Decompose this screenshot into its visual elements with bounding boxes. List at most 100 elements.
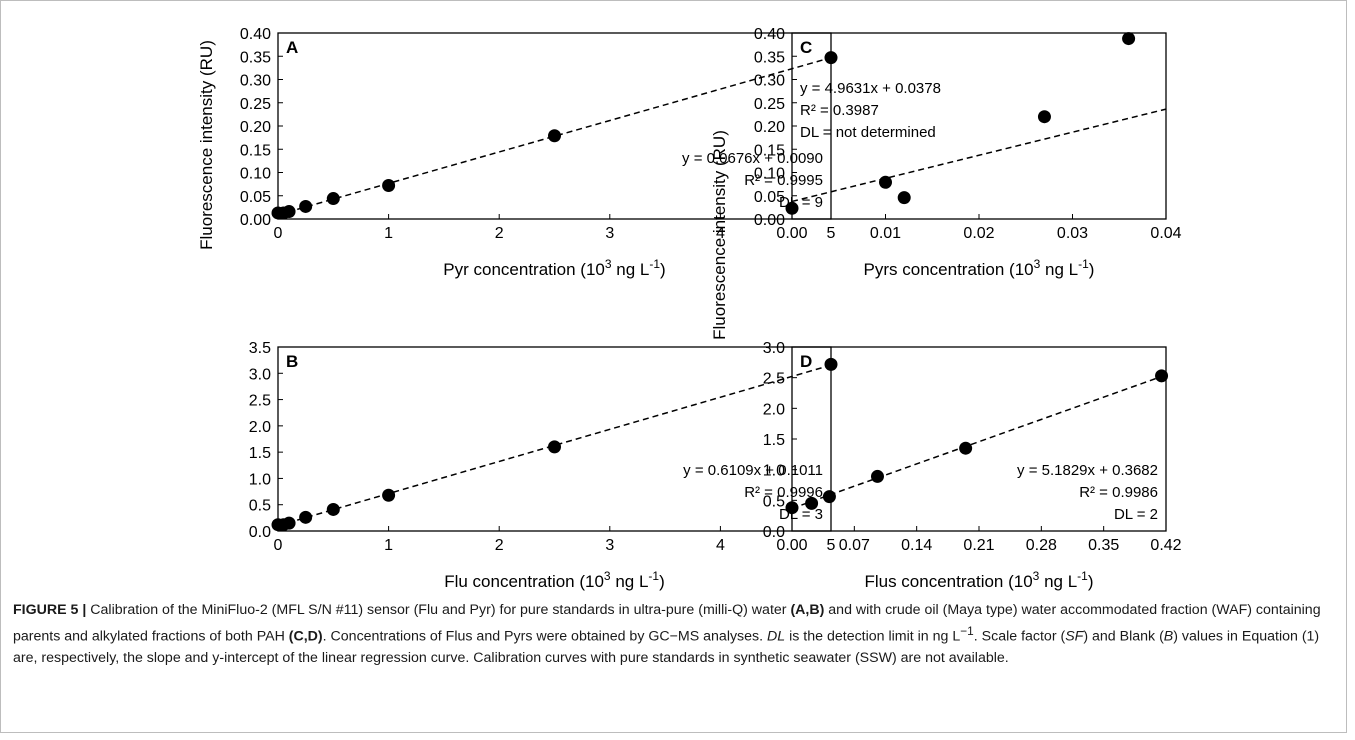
data-point: [805, 496, 819, 510]
plot-frame: [791, 346, 1167, 532]
regression-annotation: y = 0.6109x + 0.1011: [683, 462, 823, 479]
x-tick-label: 2: [495, 225, 504, 242]
panel-label: B: [286, 352, 298, 371]
y-tick-label: 3.0: [249, 366, 271, 383]
data-point: [897, 191, 911, 205]
data-point: [382, 488, 396, 502]
data-point: [1037, 110, 1051, 124]
regression-annotation: y = 0.0676x + 0.0090: [682, 150, 823, 167]
data-point: [785, 201, 799, 215]
y-tick-label: 2.0: [763, 401, 785, 418]
x-tick-label: 0.01: [870, 225, 901, 242]
trend-line: [277, 364, 832, 527]
y-tick-label: 0.30: [240, 73, 271, 90]
regression-annotation: y = 5.1829x + 0.3682: [1017, 462, 1158, 479]
caption-text: Calibration of the MiniFluo-2 (MFL S/N #…: [86, 602, 791, 618]
data-point: [299, 199, 313, 213]
regression-annotation: DL = 3: [779, 506, 823, 523]
y-tick-label: 1.0: [763, 463, 785, 480]
y-tick-label: 3.0: [763, 340, 785, 357]
x-tick-label: 5: [827, 537, 836, 554]
data-point: [548, 440, 561, 454]
y-tick-label: 3.5: [249, 340, 271, 357]
trend-line: [791, 374, 1167, 510]
regression-annotation: R² = 0.9986: [1079, 484, 1158, 501]
data-point: [959, 441, 973, 455]
caption-label: FIGURE 5 |: [13, 602, 87, 618]
trend-line: [791, 108, 1167, 203]
data-point: [282, 516, 296, 530]
chart-panel-a: 0.00 0.05 0.10 0.15 0.20 0.25 0.30 0.35 0.40 0 1 2 3…: [240, 26, 838, 279]
y-tick-label: 0.00: [754, 212, 785, 229]
data-point: [879, 175, 892, 189]
y-tick-label: 0.40: [240, 26, 271, 43]
data-point: [824, 51, 838, 65]
y-tick-label: 0.10: [240, 166, 271, 183]
y-tick-label: 2.5: [249, 393, 271, 410]
panel-label: C: [800, 38, 812, 57]
y-tick-label: 0.05: [240, 189, 271, 206]
y-tick-label: 0.25: [754, 96, 785, 113]
regression-annotation: R² = 0.3987: [800, 102, 879, 119]
y-tick-label: 1.0: [249, 471, 271, 488]
data-point: [822, 490, 836, 504]
y-tick-label: 0.10: [754, 166, 785, 183]
data-point: [824, 357, 838, 371]
x-axis-label: Pyr concentration (103 ng L-1): [443, 257, 665, 279]
data-point: [548, 129, 561, 143]
data-point: [1155, 369, 1169, 383]
caption-italic: SF: [1065, 628, 1084, 645]
caption-text: . Concentrations of Flus and Pyrs were o…: [322, 628, 768, 645]
panel-label: A: [286, 38, 298, 57]
y-tick-label: 0.5: [249, 498, 271, 515]
x-tick-label: 0.03: [1057, 225, 1088, 242]
data-point: [870, 469, 884, 483]
x-tick-label: 0: [274, 225, 283, 242]
x-tick-label: 0.02: [963, 225, 994, 242]
y-axis-label-right: Fluorescence intensity (RU): [710, 130, 729, 340]
y-tick-label: 0.30: [754, 73, 785, 90]
figure-caption: FIGURE 5 | Calibration of the MiniFluo-2…: [13, 600, 1333, 669]
plot-frame: [277, 32, 832, 220]
x-tick-label: 0: [274, 537, 283, 554]
x-tick-label: 5: [827, 225, 836, 242]
x-axis-label: Flu concentration (103 ng L-1): [444, 569, 665, 591]
data-point: [299, 510, 313, 524]
y-tick-label: 0.0: [763, 524, 785, 541]
x-axis-label: Pyrs concentration (103 ng L-1): [864, 257, 1095, 279]
data-point: [282, 205, 296, 219]
data-point: [382, 179, 396, 193]
caption-italic: DL: [767, 628, 786, 645]
x-axis-label: Flus concentration (103 ng L-1): [864, 569, 1093, 591]
regression-annotation: R² = 0.9995: [744, 172, 823, 189]
y-tick-label: 0.40: [754, 26, 785, 43]
x-tick-label: 0.21: [963, 537, 994, 554]
caption-panel-ref: (A,B): [790, 602, 825, 618]
x-tick-label: 3: [605, 537, 614, 554]
x-tick-label: 2: [495, 537, 504, 554]
regression-annotation: y = 4.9631x + 0.0378: [800, 80, 941, 97]
y-tick-label: 0.0: [249, 524, 271, 541]
y-tick-label: 0.35: [240, 49, 271, 66]
x-tick-label: 0.14: [901, 537, 932, 554]
x-tick-label: 0.00: [776, 225, 807, 242]
y-tick-label: 0.20: [240, 119, 271, 136]
chart-panel-c: 0.00 0.05 0.10 0.15 0.20 0.25 0.30 0.35 0.40 0.00…: [754, 26, 1182, 279]
x-tick-label: 4: [716, 537, 725, 554]
y-tick-label: 0.35: [754, 49, 785, 66]
plot-frame: [277, 346, 832, 532]
y-tick-label: 0.25: [240, 96, 271, 113]
panel-label: D: [800, 352, 812, 371]
y-tick-label: 0.15: [240, 142, 271, 159]
x-tick-label: 1: [384, 225, 393, 242]
caption-superscript: −1: [960, 624, 974, 638]
caption-text: and with crude oil (Maya type) water acc…: [13, 602, 1321, 645]
y-tick-label: 0.15: [754, 142, 785, 159]
y-tick-label: 1.5: [249, 445, 271, 462]
x-tick-label: 0.35: [1088, 537, 1119, 554]
regression-annotation: DL = 2: [1114, 506, 1158, 523]
y-tick-label: 2.0: [249, 419, 271, 436]
data-point: [326, 192, 340, 206]
